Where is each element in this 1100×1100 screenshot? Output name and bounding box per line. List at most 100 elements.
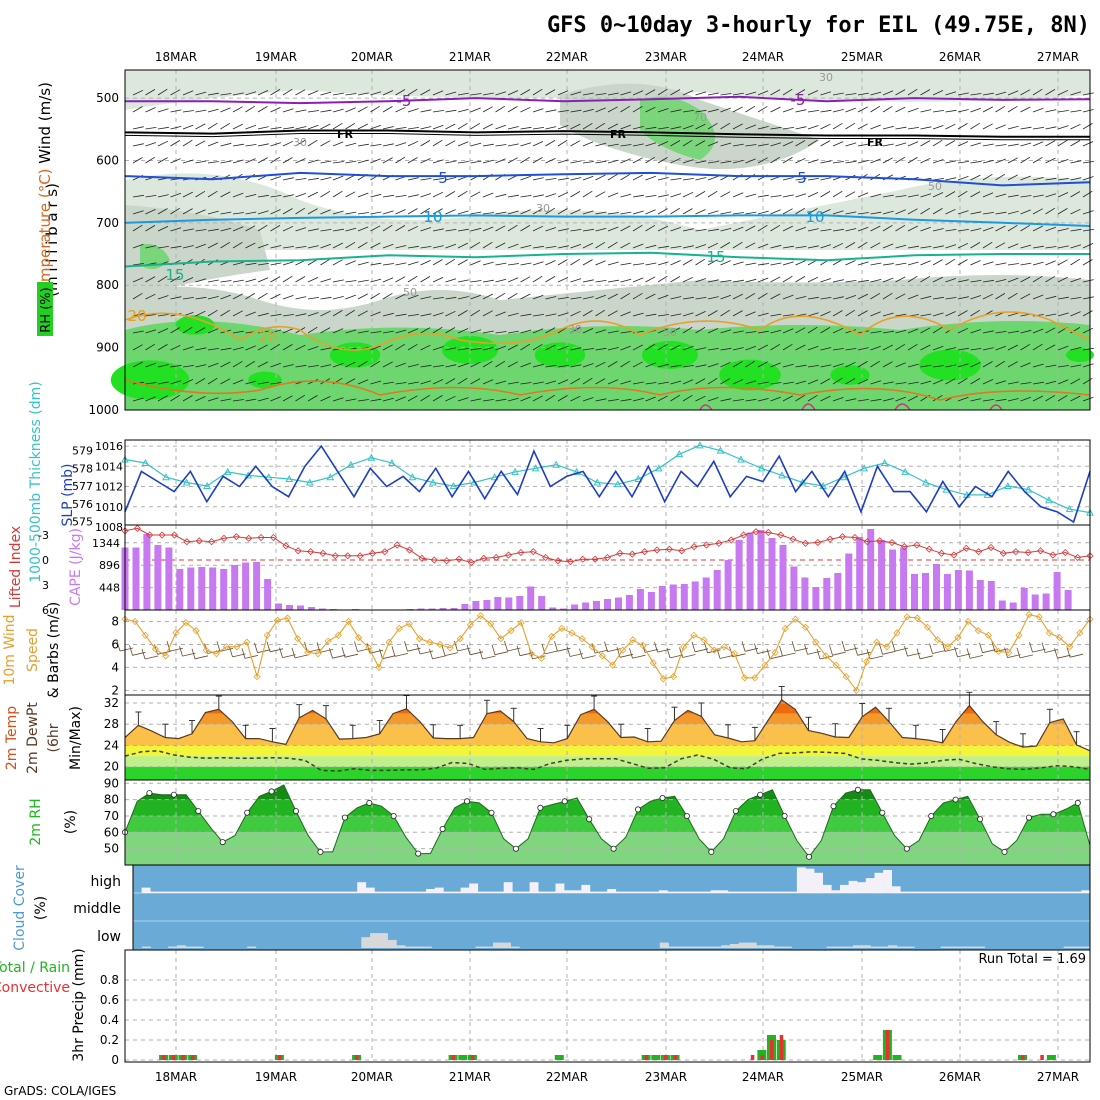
precip-convective-bar bbox=[663, 1055, 668, 1060]
li-marker bbox=[307, 548, 315, 556]
li-marker bbox=[554, 557, 562, 565]
rh-marker bbox=[341, 814, 348, 821]
wind-speed-marker bbox=[842, 673, 850, 681]
wind-speed-marker bbox=[294, 635, 302, 643]
cloud-bar-low bbox=[958, 946, 968, 948]
thickness-marker bbox=[388, 458, 396, 467]
li-marker bbox=[937, 549, 946, 557]
li-marker bbox=[133, 524, 141, 532]
rh-tick-label: 70 bbox=[104, 809, 119, 823]
precip-convective-bar bbox=[470, 1055, 475, 1060]
rh-marker bbox=[806, 853, 813, 860]
contour-label: FR bbox=[337, 128, 354, 141]
cloud-bar-low bbox=[835, 946, 845, 948]
cloud-bar-high bbox=[598, 891, 608, 893]
cloud-bar-high bbox=[555, 883, 565, 893]
cloud-row-label: low bbox=[97, 929, 121, 945]
cape-bar bbox=[856, 537, 864, 610]
cloud-bar-high bbox=[1055, 891, 1065, 893]
top-date-label: 26MAR bbox=[939, 50, 981, 64]
rh-marker bbox=[512, 845, 519, 852]
rh-contour-label: 50 bbox=[403, 286, 417, 299]
cloud-bar-high bbox=[339, 891, 349, 893]
cape-bar bbox=[483, 600, 491, 610]
cloud-bar-high bbox=[650, 891, 660, 893]
cape-bar bbox=[209, 567, 217, 610]
cloud-bar-high bbox=[702, 891, 711, 893]
wind-speed-marker bbox=[710, 646, 718, 654]
li-marker bbox=[443, 557, 451, 565]
wind-speed-marker bbox=[690, 631, 698, 639]
top-date-label: 25MAR bbox=[841, 50, 883, 64]
wind-speed-marker bbox=[903, 613, 911, 621]
cloud-bar-high bbox=[374, 891, 384, 893]
cape-bar bbox=[779, 545, 787, 610]
rh-marker bbox=[244, 809, 251, 816]
cloud-bar-low bbox=[861, 945, 871, 948]
wind-speed-marker bbox=[131, 617, 139, 626]
rh-marker bbox=[268, 788, 275, 795]
rh-legend-swatch bbox=[37, 282, 53, 336]
cloud-bar-high bbox=[391, 891, 401, 893]
wind-speed-marker bbox=[913, 614, 921, 622]
thickness-marker bbox=[839, 473, 848, 481]
cloud-bar-low bbox=[422, 946, 432, 948]
cape-bar bbox=[900, 547, 908, 610]
wind-speed-marker bbox=[598, 652, 606, 660]
precip-total-bar bbox=[873, 1055, 883, 1060]
cloud-bar-high bbox=[727, 891, 737, 893]
cloud-bar-high bbox=[753, 891, 763, 893]
precip-convective-bar bbox=[171, 1055, 176, 1060]
li-marker bbox=[1024, 548, 1032, 557]
cloud-bar-high bbox=[158, 891, 168, 893]
thickness-marker bbox=[162, 473, 170, 481]
wind-speed-marker bbox=[873, 638, 881, 646]
cloud-bar-high bbox=[805, 868, 815, 893]
cloud-bar-high bbox=[952, 891, 961, 893]
rh-marker bbox=[903, 845, 910, 852]
cape-bar bbox=[943, 574, 951, 610]
axis-label-rh-a: 2m RH bbox=[28, 798, 44, 845]
wind-tick-label: 2 bbox=[111, 683, 119, 697]
wind-speed-marker bbox=[172, 629, 180, 637]
cape-bar bbox=[428, 608, 436, 610]
wind-speed-marker bbox=[1076, 629, 1084, 637]
li-marker bbox=[876, 537, 884, 545]
li-marker bbox=[925, 545, 933, 553]
cape-bar bbox=[954, 570, 962, 610]
cloud-bar-low bbox=[168, 946, 178, 948]
panel-frame bbox=[124, 69, 1091, 411]
cloud-bar-high bbox=[288, 891, 298, 893]
wind-speed-marker bbox=[202, 646, 210, 654]
thickness-marker bbox=[203, 481, 211, 490]
rh-marker bbox=[439, 826, 446, 833]
bottom-date-label: 21MAR bbox=[449, 1070, 491, 1084]
axis-label-total-rain: Total / Rain bbox=[0, 960, 70, 976]
contour-label: 5 bbox=[797, 169, 807, 187]
precip-tick-label: 0.2 bbox=[100, 1033, 119, 1047]
li-marker bbox=[146, 531, 154, 539]
temp-tick-label: 24 bbox=[104, 738, 119, 752]
cape-bar bbox=[198, 567, 206, 610]
wind-speed-marker bbox=[517, 619, 525, 627]
cloud-bar-high bbox=[184, 891, 194, 893]
rh-marker bbox=[317, 848, 324, 855]
precip-total-bar bbox=[1046, 1055, 1056, 1060]
wind-speed-marker bbox=[995, 647, 1003, 655]
wind-speed-marker bbox=[974, 627, 982, 635]
thickness-marker bbox=[408, 473, 417, 481]
li-marker bbox=[814, 538, 822, 547]
cloud-bar-low bbox=[1072, 946, 1082, 948]
wind-speed-marker bbox=[355, 634, 363, 642]
panel-precip bbox=[125, 950, 1090, 1062]
thickness-marker bbox=[901, 467, 910, 475]
wind-speed-marker bbox=[741, 674, 749, 682]
thickness-tick-label: 577 bbox=[72, 480, 93, 493]
wind-speed-marker bbox=[436, 640, 444, 649]
panel-frame bbox=[124, 949, 1091, 1063]
wind-speed-marker bbox=[619, 646, 627, 654]
thickness-marker bbox=[264, 473, 273, 481]
cape-bar bbox=[757, 530, 765, 610]
li-marker bbox=[455, 555, 463, 563]
cloud-bar-high bbox=[641, 891, 651, 893]
